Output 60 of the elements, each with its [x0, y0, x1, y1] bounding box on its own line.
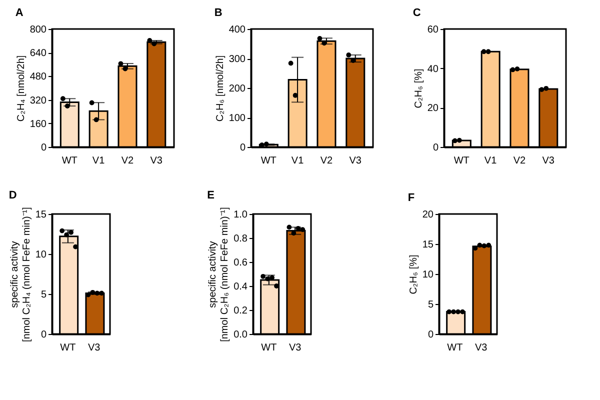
y-axis-title: specific activity [nmol C₂H₆ (nmol FeFe min)⁻¹]	[208, 206, 231, 342]
y-tick-label: 640	[30, 48, 47, 60]
chart-title: E	[207, 190, 214, 202]
y-tick-label: 20	[422, 210, 434, 220]
y-tick-label: 320	[30, 95, 47, 106]
y-tick-label: 20	[427, 103, 439, 114]
y-axis-title: specific activity [nmol C₂H₄ (nmol FeFe min)⁻¹]	[9, 206, 32, 342]
x-tick-label: V1	[291, 156, 304, 166]
y-tick-label: 0.8	[234, 234, 248, 244]
x-tick-label: V1	[92, 156, 106, 166]
y-tick-label: 60	[427, 24, 439, 36]
y-tick-label: 40	[427, 64, 439, 75]
x-tick-label: WT	[454, 156, 470, 166]
y-axis-title: C₂H₆ [nmol/2h]	[214, 55, 226, 122]
chart-title: C	[412, 7, 421, 19]
x-tick-label: V3	[150, 156, 163, 166]
x-tick-label: WT	[261, 342, 277, 354]
y-tick-label: 0	[428, 330, 434, 340]
x-tick-label: WT	[62, 156, 78, 166]
x-tick-label: V3	[288, 342, 302, 354]
y-tick-label: 480	[30, 72, 47, 83]
x-tick-label: V3	[474, 342, 488, 354]
y-axis-title: C₂H₆ [%]	[413, 68, 424, 108]
x-tick-label: WT	[60, 342, 76, 354]
x-tick-label: V2	[320, 156, 334, 166]
y-tick-label: 0.2	[234, 306, 248, 316]
y-tick-label: 15	[422, 240, 434, 250]
y-axis-title: C₂H₆ [%]	[408, 254, 420, 294]
x-tick-label: V3	[88, 342, 101, 354]
y-tick-label: 1.0	[234, 210, 248, 220]
y-tick-label: 10	[422, 270, 434, 280]
y-tick-label: 5	[428, 300, 434, 310]
chart-title: F	[408, 192, 415, 204]
x-tick-label: WT	[260, 156, 276, 166]
y-tick-label: 400	[228, 24, 246, 36]
y-tick-label: 10	[35, 250, 47, 260]
x-tick-label: V3	[542, 156, 555, 166]
x-tick-label: V2	[121, 156, 134, 166]
y-tick-label: 0.4	[234, 282, 248, 292]
x-tick-label: WT	[447, 342, 463, 354]
y-tick-label: 0.0	[234, 330, 248, 340]
y-tick-label: 160	[30, 118, 47, 130]
y-tick-label: 0	[432, 142, 439, 154]
y-tick-label: 300	[228, 54, 246, 65]
y-tick-label: 0	[40, 142, 47, 154]
x-tick-label: V2	[513, 156, 526, 166]
y-tick-label: 15	[35, 210, 47, 220]
chart-title: D	[8, 190, 17, 202]
x-tick-label: V1	[484, 156, 498, 166]
y-axis-title: C₂H₄ [nmol/2h]	[16, 55, 27, 122]
y-tick-label: 800	[30, 24, 47, 36]
y-tick-label: 0	[240, 142, 246, 154]
y-tick-label: 5	[40, 290, 47, 300]
chart-title: A	[15, 7, 24, 19]
x-tick-label: V3	[349, 156, 362, 166]
chart-title: B	[214, 7, 222, 19]
y-tick-label: 100	[228, 113, 246, 124]
y-tick-label: 0	[40, 330, 47, 340]
y-tick-label: 0.6	[234, 258, 248, 268]
y-tick-label: 200	[228, 84, 246, 94]
